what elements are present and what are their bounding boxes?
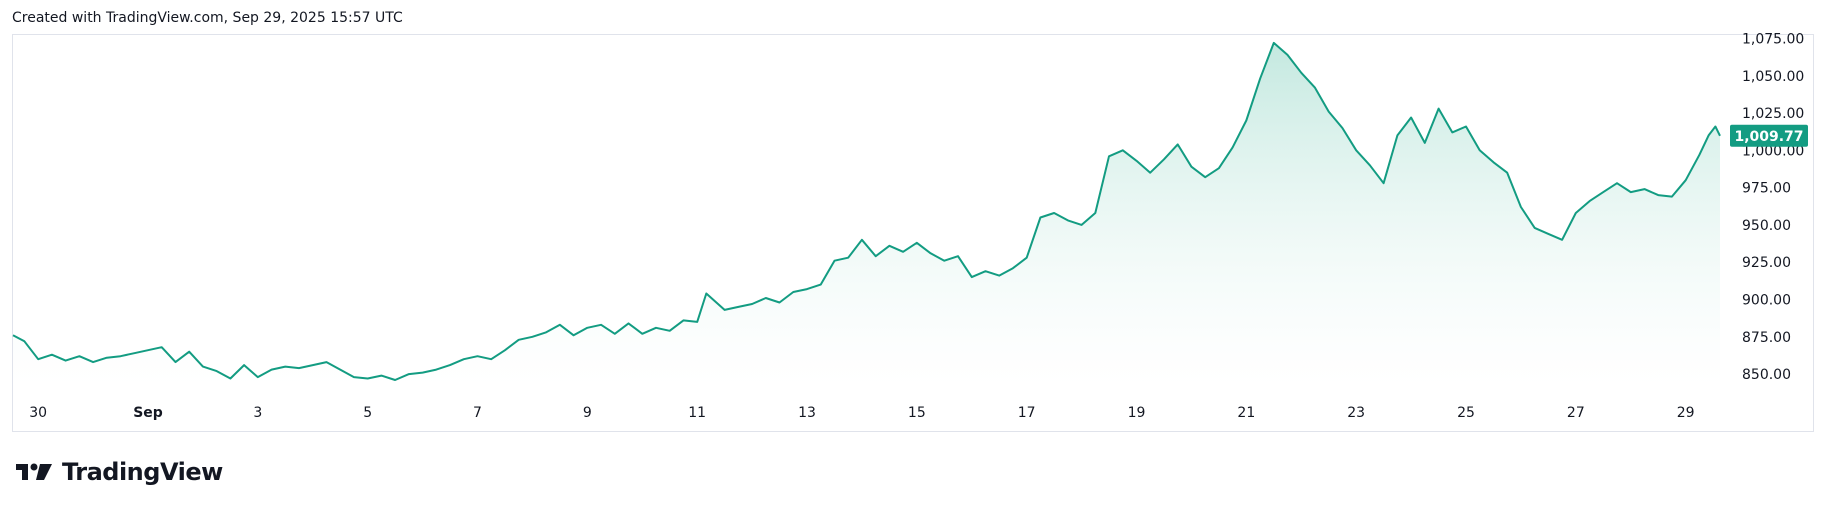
- y-tick-label: 900.00: [1742, 292, 1791, 308]
- last-price-badge: [1730, 124, 1808, 147]
- chart-credit: Created with TradingView.com, Sep 29, 20…: [12, 10, 403, 26]
- last-price-value: 1,009.77: [1734, 129, 1803, 145]
- brand-name: TradingView: [62, 458, 223, 486]
- series-area: [13, 42, 1720, 387]
- x-tick-label: 30: [29, 405, 47, 421]
- x-tick-label: 7: [473, 405, 482, 421]
- tradingview-logo-icon: [16, 463, 52, 480]
- x-tick-label: 19: [1128, 405, 1146, 421]
- x-tick-label: 9: [583, 405, 592, 421]
- y-tick-label: 1,025.00: [1742, 106, 1804, 122]
- y-tick-label: 1,075.00: [1742, 31, 1804, 47]
- x-tick-label: 27: [1567, 405, 1585, 421]
- x-tick-label: 29: [1677, 405, 1695, 421]
- x-tick-label: 21: [1237, 405, 1255, 421]
- x-tick-label: 23: [1347, 405, 1365, 421]
- y-tick-label: 925.00: [1742, 255, 1791, 271]
- y-tick-label: 1,050.00: [1742, 69, 1804, 85]
- y-tick-label: 850.00: [1742, 367, 1791, 383]
- x-tick-label: 13: [798, 405, 816, 421]
- y-tick-label: 975.00: [1742, 181, 1791, 197]
- y-tick-label: 1,000.00: [1742, 143, 1804, 159]
- x-tick-label: 11: [688, 405, 706, 421]
- x-tick-label: 25: [1457, 405, 1475, 421]
- x-tick-label: 15: [908, 405, 926, 421]
- series-line: [12, 41, 1721, 381]
- tradingview-brand[interactable]: TradingView: [14, 458, 223, 486]
- x-tick-label: 5: [363, 405, 372, 421]
- last-price-label: 1,009.77: [1730, 124, 1808, 147]
- chart-frame: [12, 34, 1814, 432]
- x-tick-label: Sep: [133, 405, 163, 421]
- x-tick-label: 17: [1018, 405, 1036, 421]
- y-tick-label: 950.00: [1742, 218, 1791, 234]
- y-tick-label: 875.00: [1742, 330, 1791, 346]
- x-tick-label: 3: [253, 405, 262, 421]
